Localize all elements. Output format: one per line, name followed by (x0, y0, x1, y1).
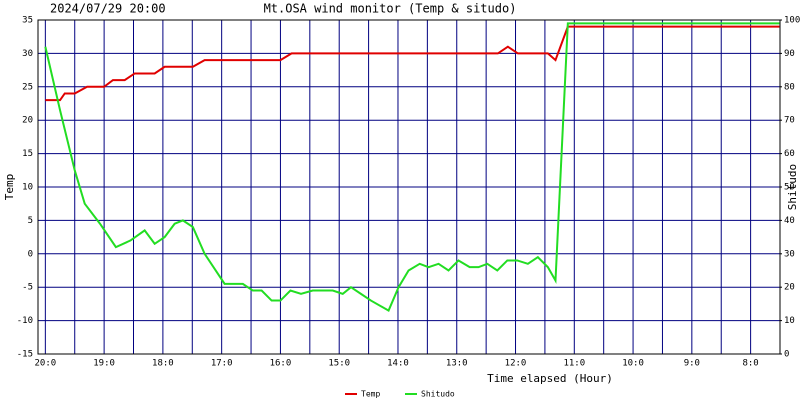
x-tick-label: 13:0 (446, 359, 468, 369)
y-tick-label: 30 (22, 49, 33, 59)
y-tick-label: 15 (22, 149, 33, 159)
y-tick-label: -10 (17, 316, 33, 326)
y2-axis-label: Shitudo (786, 164, 799, 210)
y2-tick-label: 40 (784, 216, 795, 226)
y-tick-label: 20 (22, 116, 33, 126)
y-tick-label: 0 (28, 249, 33, 259)
x-tick-label: 19:0 (93, 359, 115, 369)
y-tick-label: 35 (22, 16, 33, 26)
x-tick-label: 8:0 (742, 359, 758, 369)
line-series (44, 22, 780, 313)
line-series (45, 25, 780, 102)
x-tick-label: 20:0 (35, 359, 57, 369)
x-tick-label: 9:0 (684, 359, 700, 369)
y2-tick-label: 20 (784, 283, 795, 293)
x-tick-label: 17:0 (211, 359, 233, 369)
x-tick-label: 14:0 (387, 359, 409, 369)
y2-tick-label: 100 (784, 16, 800, 26)
x-axis-label: Time elapsed (Hour) (487, 372, 613, 385)
chart-title: 2024/07/29 20:00 (50, 2, 166, 16)
y2-tick-label: 90 (784, 49, 795, 59)
y-axis-label: Temp (3, 174, 16, 201)
y-tick-label: 25 (22, 82, 33, 92)
legend-label: Shitudo (421, 390, 455, 399)
x-tick-label: 11:0 (563, 359, 585, 369)
y2-tick-label: 80 (784, 82, 795, 92)
y2-tick-label: 30 (784, 249, 795, 259)
y-tick-label: 10 (22, 183, 33, 193)
y2-tick-label: 0 (784, 350, 789, 360)
x-tick-label: 12:0 (505, 359, 527, 369)
y-tick-label: -5 (22, 283, 33, 293)
chart-subtitle: Mt.OSA wind monitor (Temp & situdo) (264, 2, 517, 16)
y2-tick-label: 70 (784, 116, 795, 126)
y-tick-label: -15 (17, 350, 33, 360)
plot-frame (37, 19, 781, 355)
y-tick-label: 5 (28, 216, 33, 226)
y2-tick-label: 50 (784, 183, 795, 193)
y2-tick-label: 10 (784, 316, 795, 326)
x-tick-label: 15:0 (328, 359, 350, 369)
x-tick-label: 10:0 (622, 359, 644, 369)
x-tick-label: 18:0 (152, 359, 174, 369)
y2-tick-label: 60 (784, 149, 795, 159)
x-tick-label: 16:0 (270, 359, 292, 369)
legend-label: Temp (361, 390, 380, 399)
